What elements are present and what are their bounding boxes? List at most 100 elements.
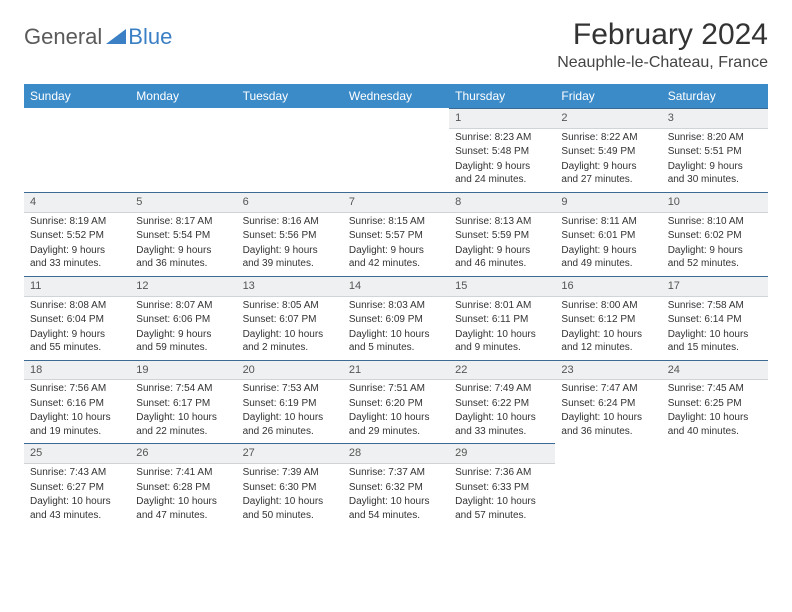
- brand-word-1: General: [24, 24, 102, 50]
- sunset-text: Sunset: 6:02 PM: [668, 229, 762, 243]
- sunrise-text: Sunrise: 8:05 AM: [243, 299, 337, 313]
- sunset-text: Sunset: 6:16 PM: [30, 397, 124, 411]
- day-number: 18: [24, 360, 130, 381]
- brand-word-2: Blue: [128, 24, 172, 50]
- daylight-text: Daylight: 9 hours and 30 minutes.: [668, 160, 762, 187]
- weekday-thursday: Thursday: [449, 84, 555, 108]
- sunset-text: Sunset: 6:04 PM: [30, 313, 124, 327]
- sunrise-text: Sunrise: 8:08 AM: [30, 299, 124, 313]
- daylight-text: Daylight: 9 hours and 36 minutes.: [136, 244, 230, 271]
- sunset-text: Sunset: 6:14 PM: [668, 313, 762, 327]
- day-details: Sunrise: 7:36 AMSunset: 6:33 PMDaylight:…: [449, 464, 555, 527]
- day-number: 19: [130, 360, 236, 381]
- sunset-text: Sunset: 6:24 PM: [561, 397, 655, 411]
- daylight-text: Daylight: 10 hours and 36 minutes.: [561, 411, 655, 438]
- calendar-page: General Blue February 2024 Neauphle-le-C…: [0, 0, 792, 537]
- daylight-text: Daylight: 10 hours and 47 minutes.: [136, 495, 230, 522]
- day-details: Sunrise: 8:08 AMSunset: 6:04 PMDaylight:…: [24, 297, 130, 360]
- day-number: 10: [662, 192, 768, 213]
- sunset-text: Sunset: 6:06 PM: [136, 313, 230, 327]
- daylight-text: Daylight: 10 hours and 50 minutes.: [243, 495, 337, 522]
- daylight-text: Daylight: 9 hours and 55 minutes.: [30, 328, 124, 355]
- day-details: Sunrise: 7:56 AMSunset: 6:16 PMDaylight:…: [24, 380, 130, 443]
- day-details: Sunrise: 8:00 AMSunset: 6:12 PMDaylight:…: [555, 297, 661, 360]
- daylight-text: Daylight: 10 hours and 12 minutes.: [561, 328, 655, 355]
- weekday-header: SundayMondayTuesdayWednesdayThursdayFrid…: [24, 84, 768, 108]
- sunset-text: Sunset: 6:33 PM: [455, 481, 549, 495]
- day-cell: ..: [555, 443, 661, 527]
- sunrise-text: Sunrise: 8:16 AM: [243, 215, 337, 229]
- weekday-tuesday: Tuesday: [237, 84, 343, 108]
- day-details: Sunrise: 8:17 AMSunset: 5:54 PMDaylight:…: [130, 213, 236, 276]
- daylight-text: Daylight: 9 hours and 59 minutes.: [136, 328, 230, 355]
- header: General Blue February 2024 Neauphle-le-C…: [24, 18, 768, 72]
- sunrise-text: Sunrise: 7:47 AM: [561, 382, 655, 396]
- daylight-text: Daylight: 10 hours and 5 minutes.: [349, 328, 443, 355]
- sunrise-text: Sunrise: 7:39 AM: [243, 466, 337, 480]
- sunset-text: Sunset: 5:48 PM: [455, 145, 549, 159]
- day-cell: 2Sunrise: 8:22 AMSunset: 5:49 PMDaylight…: [555, 108, 661, 192]
- sunrise-text: Sunrise: 8:11 AM: [561, 215, 655, 229]
- sunrise-text: Sunrise: 7:49 AM: [455, 382, 549, 396]
- sunset-text: Sunset: 5:59 PM: [455, 229, 549, 243]
- sunrise-text: Sunrise: 7:53 AM: [243, 382, 337, 396]
- day-details: Sunrise: 8:05 AMSunset: 6:07 PMDaylight:…: [237, 297, 343, 360]
- day-cell: 19Sunrise: 7:54 AMSunset: 6:17 PMDayligh…: [130, 360, 236, 444]
- daylight-text: Daylight: 9 hours and 24 minutes.: [455, 160, 549, 187]
- sunset-text: Sunset: 5:51 PM: [668, 145, 762, 159]
- day-cell: 18Sunrise: 7:56 AMSunset: 6:16 PMDayligh…: [24, 360, 130, 444]
- daylight-text: Daylight: 9 hours and 42 minutes.: [349, 244, 443, 271]
- sunset-text: Sunset: 5:49 PM: [561, 145, 655, 159]
- day-cell: 11Sunrise: 8:08 AMSunset: 6:04 PMDayligh…: [24, 276, 130, 360]
- day-cell: 22Sunrise: 7:49 AMSunset: 6:22 PMDayligh…: [449, 360, 555, 444]
- sunset-text: Sunset: 6:22 PM: [455, 397, 549, 411]
- day-number: 14: [343, 276, 449, 297]
- sunrise-text: Sunrise: 8:10 AM: [668, 215, 762, 229]
- daylight-text: Daylight: 9 hours and 27 minutes.: [561, 160, 655, 187]
- sunset-text: Sunset: 5:54 PM: [136, 229, 230, 243]
- day-details: Sunrise: 7:47 AMSunset: 6:24 PMDaylight:…: [555, 380, 661, 443]
- sunset-text: Sunset: 6:28 PM: [136, 481, 230, 495]
- day-cell: 15Sunrise: 8:01 AMSunset: 6:11 PMDayligh…: [449, 276, 555, 360]
- weekday-monday: Monday: [130, 84, 236, 108]
- sunrise-text: Sunrise: 8:20 AM: [668, 131, 762, 145]
- day-details: Sunrise: 7:39 AMSunset: 6:30 PMDaylight:…: [237, 464, 343, 527]
- month-title: February 2024: [557, 18, 768, 52]
- sunrise-text: Sunrise: 8:07 AM: [136, 299, 230, 313]
- day-details: Sunrise: 7:43 AMSunset: 6:27 PMDaylight:…: [24, 464, 130, 527]
- triangle-icon: [106, 26, 126, 49]
- brand-logo: General Blue: [24, 24, 172, 50]
- sunset-text: Sunset: 6:01 PM: [561, 229, 655, 243]
- day-cell: 20Sunrise: 7:53 AMSunset: 6:19 PMDayligh…: [237, 360, 343, 444]
- day-cell: 13Sunrise: 8:05 AMSunset: 6:07 PMDayligh…: [237, 276, 343, 360]
- weekday-friday: Friday: [555, 84, 661, 108]
- day-details: Sunrise: 7:41 AMSunset: 6:28 PMDaylight:…: [130, 464, 236, 527]
- sunset-text: Sunset: 6:32 PM: [349, 481, 443, 495]
- day-number: 7: [343, 192, 449, 213]
- day-details: Sunrise: 8:20 AMSunset: 5:51 PMDaylight:…: [662, 129, 768, 192]
- day-number: 9: [555, 192, 661, 213]
- day-number: 29: [449, 443, 555, 464]
- day-cell: 29Sunrise: 7:36 AMSunset: 6:33 PMDayligh…: [449, 443, 555, 527]
- day-cell: ..: [662, 443, 768, 527]
- day-cell: 26Sunrise: 7:41 AMSunset: 6:28 PMDayligh…: [130, 443, 236, 527]
- day-cell: 4Sunrise: 8:19 AMSunset: 5:52 PMDaylight…: [24, 192, 130, 276]
- sunrise-text: Sunrise: 8:00 AM: [561, 299, 655, 313]
- daylight-text: Daylight: 9 hours and 46 minutes.: [455, 244, 549, 271]
- day-number: 20: [237, 360, 343, 381]
- daylight-text: Daylight: 10 hours and 15 minutes.: [668, 328, 762, 355]
- day-cell: 12Sunrise: 8:07 AMSunset: 6:06 PMDayligh…: [130, 276, 236, 360]
- daylight-text: Daylight: 10 hours and 22 minutes.: [136, 411, 230, 438]
- weekday-wednesday: Wednesday: [343, 84, 449, 108]
- sunrise-text: Sunrise: 7:43 AM: [30, 466, 124, 480]
- daylight-text: Daylight: 9 hours and 52 minutes.: [668, 244, 762, 271]
- day-cell: 23Sunrise: 7:47 AMSunset: 6:24 PMDayligh…: [555, 360, 661, 444]
- day-number: 15: [449, 276, 555, 297]
- week-row: 25Sunrise: 7:43 AMSunset: 6:27 PMDayligh…: [24, 443, 768, 527]
- day-cell: ..: [237, 108, 343, 192]
- sunrise-text: Sunrise: 7:56 AM: [30, 382, 124, 396]
- day-details: Sunrise: 8:01 AMSunset: 6:11 PMDaylight:…: [449, 297, 555, 360]
- sunrise-text: Sunrise: 8:13 AM: [455, 215, 549, 229]
- day-details: Sunrise: 7:54 AMSunset: 6:17 PMDaylight:…: [130, 380, 236, 443]
- day-cell: 9Sunrise: 8:11 AMSunset: 6:01 PMDaylight…: [555, 192, 661, 276]
